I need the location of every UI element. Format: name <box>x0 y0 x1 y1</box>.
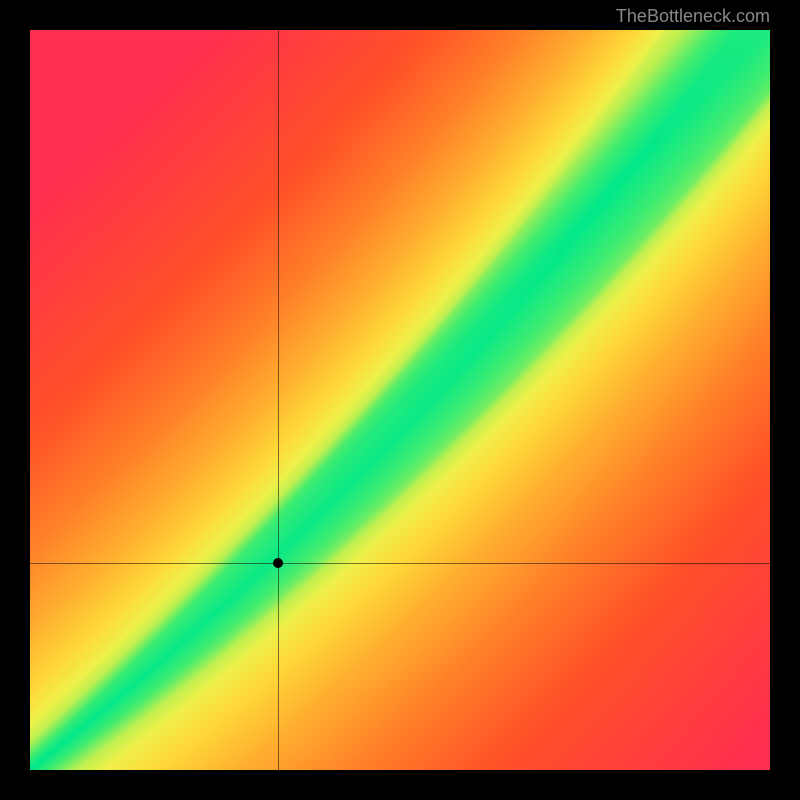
marker-point <box>273 558 283 568</box>
crosshair-vertical <box>278 30 279 770</box>
crosshair-horizontal <box>30 563 770 564</box>
heatmap-canvas <box>30 30 770 770</box>
watermark-text: TheBottleneck.com <box>616 6 770 27</box>
bottleneck-heatmap-chart <box>30 30 770 770</box>
heatmap-area <box>30 30 770 770</box>
